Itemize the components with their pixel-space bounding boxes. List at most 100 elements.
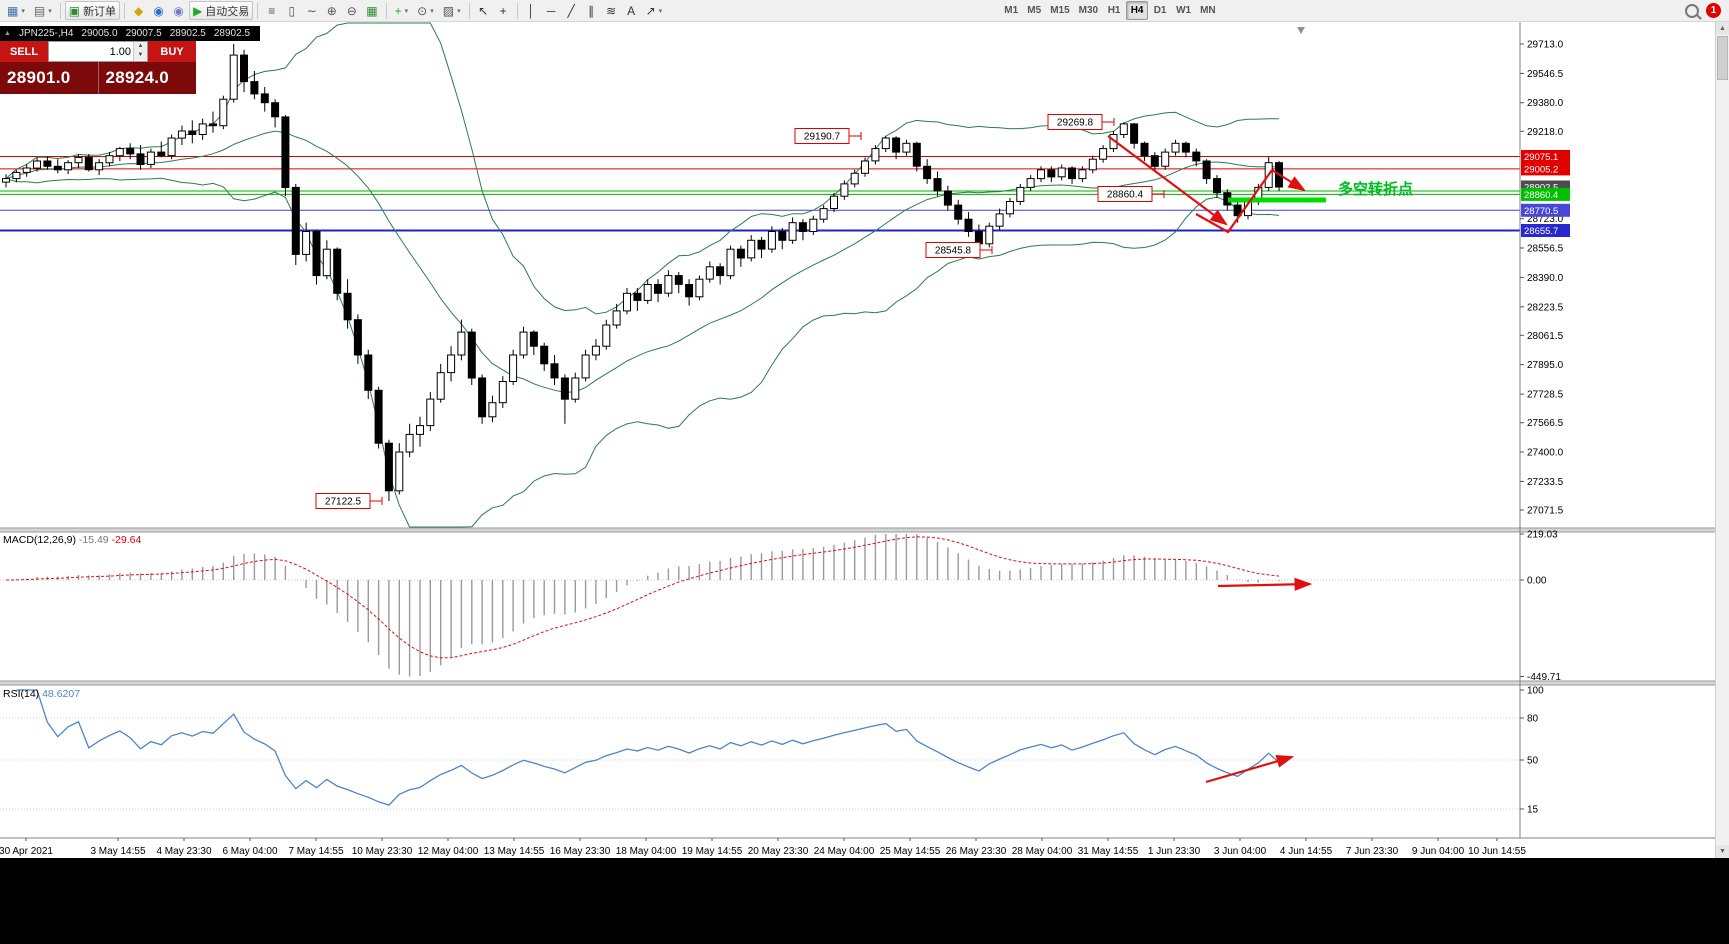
chart-canvas[interactable]: 多空转折点 29190.7 29269.8 28860.4 28545.8 27122.5…: [0, 22, 1729, 858]
period-icon: ⊙: [417, 3, 428, 18]
add-indicator-icon: +: [394, 3, 402, 18]
scroll-down-icon[interactable]: ▼: [1716, 845, 1729, 858]
svg-text:28655.7: 28655.7: [1524, 226, 1558, 237]
svg-text:28223.5: 28223.5: [1527, 302, 1564, 313]
toolbar-separator: [257, 2, 259, 19]
red-trend-arrow: [1217, 577, 1313, 591]
text-icon[interactable]: A: [622, 1, 641, 20]
lot-spin-down-icon[interactable]: ▼: [134, 51, 147, 60]
toolbar-right: 1: [1685, 3, 1726, 18]
toolbar-separator: [59, 2, 61, 19]
add-indicator-icon[interactable]: + ▾: [391, 1, 413, 20]
bar-chart-icon[interactable]: ≡: [262, 1, 281, 20]
ohlc-low: 28902.5: [169, 28, 206, 39]
one-click-trading-panel: SELL ▲ ▼ BUY: [0, 41, 196, 62]
price-label-box: 28545.8: [925, 242, 993, 258]
svg-text:28860.4: 28860.4: [1107, 190, 1144, 201]
time-axis-label: 31 May 14:55: [1078, 846, 1139, 857]
svg-text:28860.4: 28860.4: [1524, 190, 1558, 201]
vertical-scrollbar[interactable]: ▲ ▼: [1715, 22, 1729, 858]
price-label-box: 27122.5: [315, 493, 383, 509]
time-axis-label: 19 May 14:55: [682, 846, 743, 857]
vertical-line-icon[interactable]: │: [522, 1, 541, 20]
tile-windows-icon[interactable]: ▦: [362, 1, 381, 20]
templates-icon: ▨: [442, 3, 455, 18]
scrollbar-thumb[interactable]: [1717, 36, 1728, 80]
price-label-box: 29269.8: [1047, 114, 1115, 130]
cursor-icon[interactable]: ↖: [474, 1, 493, 20]
svg-text:28723.0: 28723.0: [1527, 214, 1564, 225]
timeframe-mn[interactable]: MN: [1196, 1, 1220, 20]
toolbar: ▦ ▾ ▤ ▾ ▣ 新订单 ◆ ◉ ◉ ▶ 自动交易 ≡ ▯ ∼ ⊕ ⊖ ▦ + ▾ ⊙ ▾ ▨ ▾ ↖ + │ ─ ╱ ∥ ≋ A ↗ ▾ M…: [0, 0, 1729, 22]
svg-text:27071.5: 27071.5: [1527, 506, 1564, 517]
annotations: 多空转折点: [1107, 27, 1413, 784]
turning-point-note: 多空转折点: [1338, 180, 1413, 198]
toolbar-left: ▦ ▾ ▤ ▾ ▣ 新订单 ◆ ◉ ◉ ▶ 自动交易 ≡ ▯ ∼ ⊕ ⊖ ▦ + ▾ ⊙ ▾ ▨ ▾ ↖ + │ ─ ╱ ∥ ≋ A ↗ ▾: [3, 1, 666, 20]
time-axis-label: 1 Jun 23:30: [1148, 846, 1201, 857]
notification-badge[interactable]: 1: [1706, 3, 1721, 18]
lot-size-input[interactable]: [49, 42, 133, 61]
svg-text:15: 15: [1527, 805, 1539, 816]
svg-text:29713.0: 29713.0: [1527, 40, 1564, 51]
time-axis-label: 26 May 23:30: [946, 846, 1007, 857]
ohlc-close: 28902.5: [213, 28, 251, 39]
search-icon[interactable]: [1685, 3, 1699, 18]
crosshair-icon[interactable]: +: [494, 1, 513, 20]
chevron-down-icon: ▾: [48, 7, 52, 15]
chart-profiles-icon[interactable]: ▤ ▾: [30, 1, 56, 20]
toolbar-separator: [516, 2, 518, 19]
sell-price[interactable]: 28901.0: [7, 68, 71, 87]
sell-button[interactable]: SELL: [0, 41, 48, 62]
level-lines: [0, 156, 1520, 232]
svg-text:29190.7: 29190.7: [804, 132, 841, 143]
arrows-icon[interactable]: ↗ ▾: [642, 1, 667, 20]
scroll-up-icon[interactable]: ▲: [1716, 22, 1729, 35]
fibonacci-icon[interactable]: ≋: [602, 1, 621, 20]
time-axis-label: 10 May 23:30: [352, 846, 413, 857]
pane-separators: [0, 22, 1729, 839]
timeframe-m15[interactable]: M15: [1046, 1, 1073, 20]
zoom-out-icon[interactable]: ⊖: [342, 1, 361, 20]
red-trend-arrow: [1271, 169, 1306, 192]
new-chart-icon[interactable]: ▦ ▾: [3, 1, 29, 20]
buy-button[interactable]: BUY: [148, 41, 196, 62]
channel-icon[interactable]: ∥: [582, 1, 601, 20]
svg-text:-449.71: -449.71: [1527, 672, 1561, 683]
candle-chart-icon[interactable]: ▯: [282, 1, 301, 20]
timeframe-h4[interactable]: H4: [1126, 1, 1149, 20]
macd-pane: [0, 534, 1520, 677]
scroll-lock-icon: [1297, 27, 1305, 34]
buy-price[interactable]: 28924.0: [97, 62, 197, 94]
period-icon[interactable]: ⊙ ▾: [413, 1, 438, 20]
chevron-down-icon: ▾: [404, 7, 409, 15]
autotrade-button[interactable]: ▶ 自动交易: [189, 1, 254, 20]
timeframe-m30[interactable]: M30: [1075, 1, 1102, 20]
line-chart-icon[interactable]: ∼: [302, 1, 321, 20]
zoom-out-icon: ⊖: [346, 3, 357, 18]
lot-size-box: ▲ ▼: [48, 41, 148, 62]
community-icon[interactable]: ◉: [169, 1, 188, 20]
time-axis-label: 3 Jun 04:00: [1214, 846, 1267, 857]
tile-windows-icon: ▦: [366, 3, 378, 18]
svg-text:29269.8: 29269.8: [1057, 118, 1094, 129]
rsi-pane: [0, 689, 1520, 810]
lot-spin-up-icon[interactable]: ▲: [134, 42, 147, 51]
timeframe-m5[interactable]: M5: [1023, 1, 1045, 20]
metaeditor-icon[interactable]: ◆: [129, 1, 148, 20]
time-axis-label: 9 Jun 04:00: [1412, 846, 1465, 857]
horizontal-line-icon[interactable]: ─: [542, 1, 561, 20]
market-icon[interactable]: ◉: [149, 1, 168, 20]
timeframe-m1[interactable]: M1: [1000, 1, 1022, 20]
timeframe-d1[interactable]: D1: [1149, 1, 1171, 20]
autotrade-button-label: 自动交易: [205, 5, 250, 18]
trendline-icon[interactable]: ╱: [562, 1, 581, 20]
time-axis-label: 7 May 14:55: [288, 846, 343, 857]
ohlc-open: 29005.0: [81, 28, 118, 39]
templates-icon[interactable]: ▨ ▾: [439, 1, 465, 20]
timeframe-w1[interactable]: W1: [1172, 1, 1195, 20]
chart-profiles-icon: ▤: [33, 3, 46, 18]
new-order-button[interactable]: ▣ 新订单: [64, 1, 121, 20]
toolbar-separator: [124, 2, 126, 19]
zoom-in-icon[interactable]: ⊕: [322, 1, 341, 20]
timeframe-h1[interactable]: H1: [1103, 1, 1125, 20]
